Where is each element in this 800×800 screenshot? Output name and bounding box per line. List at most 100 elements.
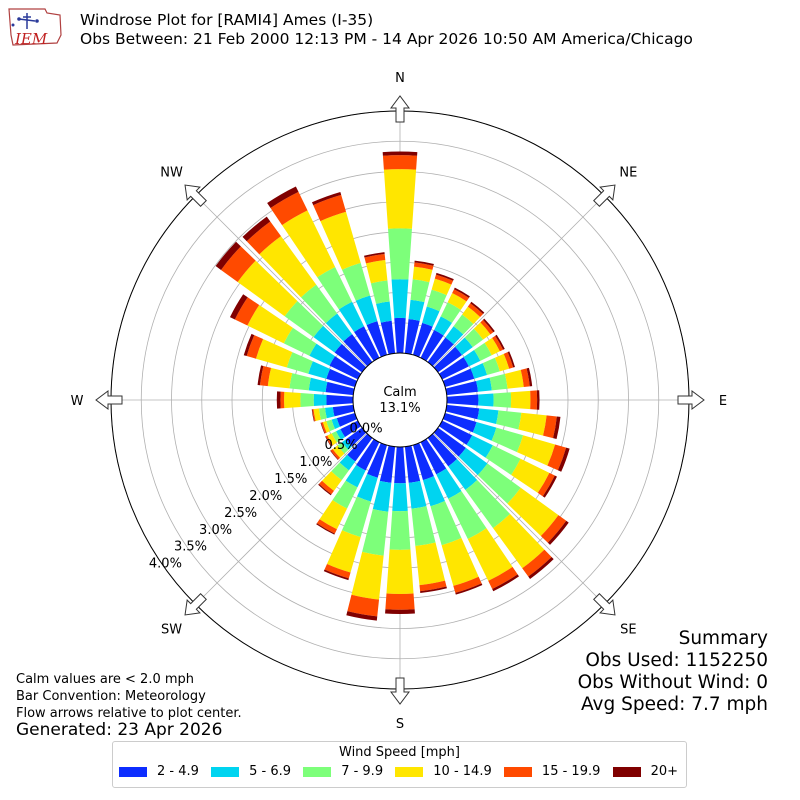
bar-segment-160-4: [453, 576, 482, 593]
bar-segment-220-4: [319, 480, 334, 495]
bar-segment-150-0: [420, 438, 447, 475]
bar-segment-210-3: [319, 500, 348, 530]
radial-tick-label: 0.5%: [324, 438, 357, 453]
bar-segment-250-1: [331, 418, 340, 429]
radial-tick-label: 1.0%: [299, 455, 332, 470]
bar-segment-230-4: [330, 448, 341, 460]
bar-segment-270-4: [280, 391, 285, 409]
legend-item: 2 - 4.9: [119, 764, 199, 779]
bar-segment-60-1: [463, 350, 481, 367]
bar-segment-340-1: [355, 295, 378, 326]
bar-segment-240-5: [325, 436, 332, 447]
bar-segment-70-4: [503, 352, 514, 369]
bar-segment-90-0: [446, 394, 479, 406]
bar-segment-180-4: [385, 593, 415, 610]
bar-segment-270-2: [300, 393, 314, 407]
flow-arrow: [390, 677, 410, 705]
bar-segment-200-0: [367, 442, 388, 478]
bar-segment-280-1: [308, 377, 328, 393]
bar-segment-90-1: [478, 393, 494, 407]
bar-segment-150-2: [448, 491, 487, 540]
flow-arrow: [184, 593, 207, 616]
bar-segment-60-0: [438, 357, 469, 380]
legend-swatch: [612, 766, 641, 777]
bar-segment-330-3: [282, 210, 336, 278]
bar-segment-230-3: [332, 445, 345, 458]
bar-segment-30-5: [454, 287, 470, 298]
bar-segment-290-3: [255, 339, 293, 368]
bar-segment-310-3: [237, 260, 298, 317]
flow-note: Flow arrows relative to plot center.: [16, 706, 242, 721]
bar-segment-300-4: [234, 297, 260, 326]
bar-segment-10-3: [412, 266, 433, 283]
radial-tick-label: 3.0%: [199, 523, 232, 538]
bar-segment-140-3: [493, 513, 545, 569]
grid-spoke: [195, 195, 368, 368]
bar-segment-50-3: [473, 322, 491, 340]
bar-segment-0-1: [391, 279, 409, 319]
flow-arrow: [95, 390, 123, 410]
bar-segment-260-3: [313, 408, 321, 422]
avg-speed: Avg Speed: 7.7 mph: [580, 694, 768, 715]
bar-segment-350-0: [380, 320, 396, 355]
bar-segment-270-3: [284, 391, 301, 409]
bar-segment-200-4: [324, 563, 351, 579]
bar-segment-150-5: [492, 574, 519, 592]
legend-swatch: [303, 766, 332, 777]
legend-swatch: [503, 766, 532, 777]
bar-segment-150-4: [488, 566, 518, 590]
bar-segment-160-3: [441, 538, 479, 586]
legend-item: 15 - 19.9: [503, 764, 600, 779]
bar-segment-210-5: [316, 523, 335, 535]
bar-segment-320-2: [300, 284, 338, 324]
bar-segment-130-0: [433, 427, 466, 457]
radial-tick-label: 2.5%: [224, 506, 257, 521]
legend-swatch: [119, 766, 147, 777]
bar-segment-100-0: [445, 404, 480, 420]
bar-segment-330-5: [267, 186, 299, 209]
bar-segment-190-1: [372, 480, 392, 512]
bar-segment-0-0: [394, 317, 406, 354]
bar-segment-40-2: [453, 314, 474, 335]
bar-segment-200-1: [357, 473, 378, 502]
bar-segment-290-0: [326, 368, 358, 388]
calm-circle: [352, 352, 448, 448]
bar-segment-240-2: [331, 431, 341, 443]
bar-segment-30-1: [434, 316, 452, 336]
bar-segment-340-3: [320, 211, 361, 270]
bar-segment-40-0: [427, 337, 454, 367]
bar-segment-140-0: [427, 433, 458, 467]
bar-segment-170-4: [419, 580, 447, 592]
bar-segment-250-0: [336, 412, 358, 427]
bar-segment-210-0: [356, 438, 380, 471]
bar-segment-70-1: [470, 363, 488, 379]
bar-segment-180-3: [386, 549, 414, 595]
bar-segment-220-2: [331, 462, 349, 481]
bar-segment-90-5: [536, 390, 540, 410]
legend-swatch: [211, 766, 240, 777]
legend-title: Wind Speed [mph]: [339, 745, 460, 760]
bar-segment-340-0: [366, 321, 388, 358]
bar-segment-70-3: [494, 353, 510, 372]
bar-segment-120-1: [466, 435, 493, 458]
obs-without-wind: Obs Without Wind: 0: [577, 672, 768, 693]
direction-label-w: W: [71, 394, 84, 409]
bar-segment-70-2: [482, 357, 500, 376]
bar-segment-70-5: [507, 351, 515, 368]
bar-segment-330-4: [270, 191, 308, 226]
legend-items: 2 - 4.9 5 - 6.9 7 - 9.9 10 - 14.9 15 - 19.9 2…: [113, 760, 686, 779]
bar-segment-100-4: [543, 415, 557, 439]
flow-arrow: [593, 593, 616, 616]
bar-segment-90-3: [510, 390, 531, 410]
flow-arrow: [184, 184, 207, 207]
bar-segment-320-1: [325, 313, 353, 342]
calm-value: 13.1%: [379, 401, 420, 416]
bar-segment-70-0: [442, 368, 475, 388]
bar-segment-230-5: [330, 450, 339, 460]
direction-label-s: S: [396, 717, 404, 732]
bar-segment-10-5: [414, 260, 434, 266]
bar-segment-320-0: [343, 334, 373, 367]
bar-segment-80-3: [504, 369, 524, 389]
summary-block: Summary Obs Used: 1152250 Obs Without Wi…: [578, 628, 768, 716]
generated-date: Generated: 23 Apr 2026: [16, 720, 223, 740]
